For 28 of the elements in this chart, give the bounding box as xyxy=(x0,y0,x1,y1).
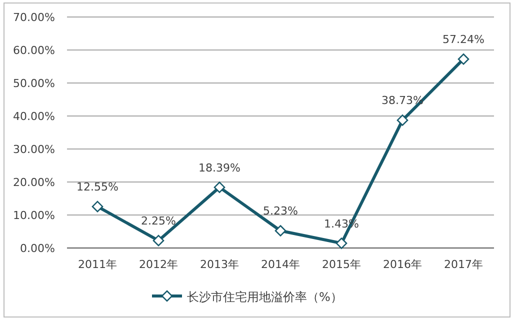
point xyxy=(92,200,104,212)
point xyxy=(274,225,286,236)
x-tick-label: 2013年 xyxy=(200,258,239,271)
y-tick-label: 10.00% xyxy=(13,209,55,222)
y-tick-label: 0.00% xyxy=(20,242,55,255)
x-tick-label: 2012年 xyxy=(139,258,178,271)
data-label: 5.23% xyxy=(263,204,298,218)
point xyxy=(336,238,348,249)
point xyxy=(458,53,470,65)
point xyxy=(396,114,408,126)
x-tick-label: 2017年 xyxy=(444,258,483,271)
x-tick-label: 2015年 xyxy=(322,258,361,271)
point xyxy=(214,182,226,193)
y-tick-label: 40.00% xyxy=(13,110,55,123)
y-tick-label: 30.00% xyxy=(13,143,55,156)
data-label: 18.39% xyxy=(198,161,240,174)
data-label: 2.25% xyxy=(141,214,176,228)
x-tick-label: 2011年 xyxy=(78,258,117,271)
point xyxy=(152,234,164,246)
x-tick-label: 2016年 xyxy=(383,258,422,271)
y-tick-label: 70.00% xyxy=(13,11,55,24)
y-tick-label: 60.00% xyxy=(13,44,55,57)
data-label: 12.55% xyxy=(76,180,118,194)
y-tick-label: 20.00% xyxy=(13,176,55,189)
data-label: 57.24% xyxy=(442,33,484,46)
x-tick-label: 2014年 xyxy=(261,258,300,271)
legend-label: 长沙市住宅用地溢价率（%） xyxy=(187,290,342,304)
y-tick-label: 50.00% xyxy=(13,77,55,90)
